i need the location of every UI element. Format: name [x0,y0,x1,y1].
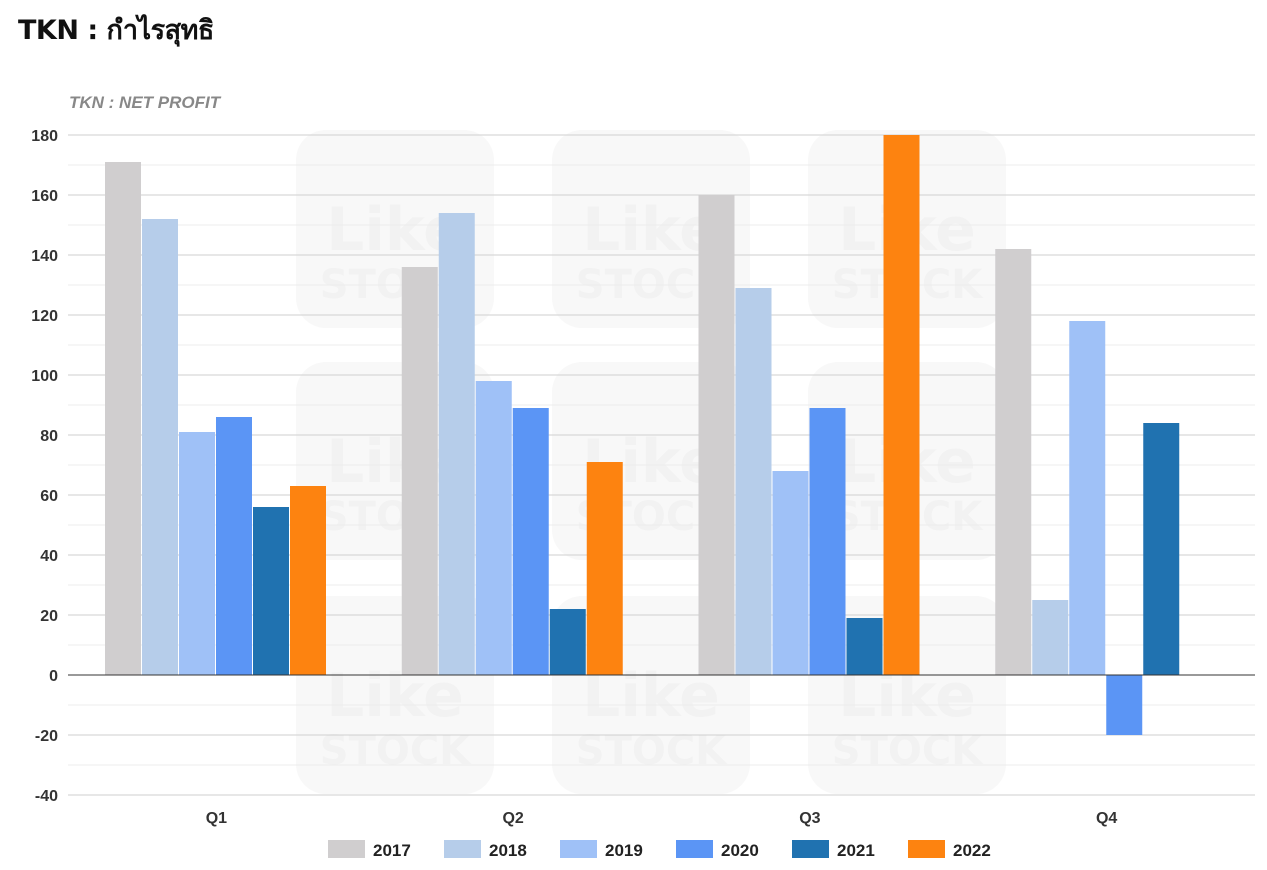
y-tick-label: 20 [40,608,58,625]
bar-q2-2017 [401,267,438,675]
bar-q2-2022 [586,462,623,675]
bar-q4-2017 [995,249,1032,675]
bar-q3-2020 [809,408,846,675]
y-tick-label: 0 [49,668,58,685]
y-tick-label: -40 [35,788,58,805]
watermark-line1: Like [582,195,720,265]
bar-q4-2018 [1032,600,1069,675]
legend-label-2017: 2017 [373,841,411,860]
watermark-line2: STOCK [576,728,728,774]
legend: 2017 2018 2019 2020 2021 2022 [328,840,991,860]
bar-q2-2021 [549,609,586,675]
legend-label-2022: 2022 [953,841,991,860]
bar-q2-2018 [438,213,475,675]
x-tick-label: Q3 [799,810,820,827]
legend-label-2019: 2019 [605,841,643,860]
legend-label-2018: 2018 [489,841,527,860]
legend-swatch-2017 [328,840,365,858]
bar-q1-2021 [253,507,289,675]
bar-q3-2022 [883,135,920,675]
legend-swatch-2022 [908,840,945,858]
chart-title: TKN : NET PROFIT [69,93,222,112]
x-axis-ticks: Q1 Q2 Q3 Q4 [206,810,1118,827]
y-tick-label: 140 [31,248,58,265]
watermark-line2: STOCK [832,728,984,774]
bar-q3-2017 [698,195,735,675]
y-tick-label: 40 [40,548,58,565]
bar-q1-2020 [216,417,252,675]
legend-label-2020: 2020 [721,841,759,860]
legend-swatch-2019 [560,840,597,858]
legend-swatch-2020 [676,840,713,858]
bar-q2-2020 [512,408,549,675]
bar-q1-2022 [290,486,326,675]
watermark-line2: STOCK [320,728,472,774]
y-tick-label: 80 [40,428,58,445]
y-tick-label: 160 [31,188,58,205]
bar-q3-2018 [735,288,772,675]
y-tick-label: 180 [31,128,58,145]
bar-q1-2019 [179,432,215,675]
bar-q4-2021 [1143,423,1180,675]
x-tick-label: Q1 [206,810,227,827]
bar-q3-2021 [846,618,883,675]
x-tick-label: Q2 [502,810,523,827]
bar-q4-2019 [1069,321,1106,675]
bar-q4-2020 [1106,675,1143,735]
legend-swatch-2018 [444,840,481,858]
bar-q1-2018 [142,219,178,675]
bars-layer [105,135,1180,735]
bar-q2-2019 [475,381,512,675]
y-axis-ticks: 180 160 140 120 100 80 60 40 20 0 -20 -40 [31,128,58,805]
x-tick-label: Q4 [1096,810,1117,827]
legend-label-2021: 2021 [837,841,875,860]
page-heading: TKN : กำไรสุทธิ [18,15,214,46]
bar-q3-2019 [772,471,809,675]
y-tick-label: -20 [35,728,58,745]
y-tick-label: 100 [31,368,58,385]
legend-swatch-2021 [792,840,829,858]
y-tick-label: 120 [31,308,58,325]
y-tick-label: 60 [40,488,58,505]
bar-q1-2017 [105,162,141,675]
